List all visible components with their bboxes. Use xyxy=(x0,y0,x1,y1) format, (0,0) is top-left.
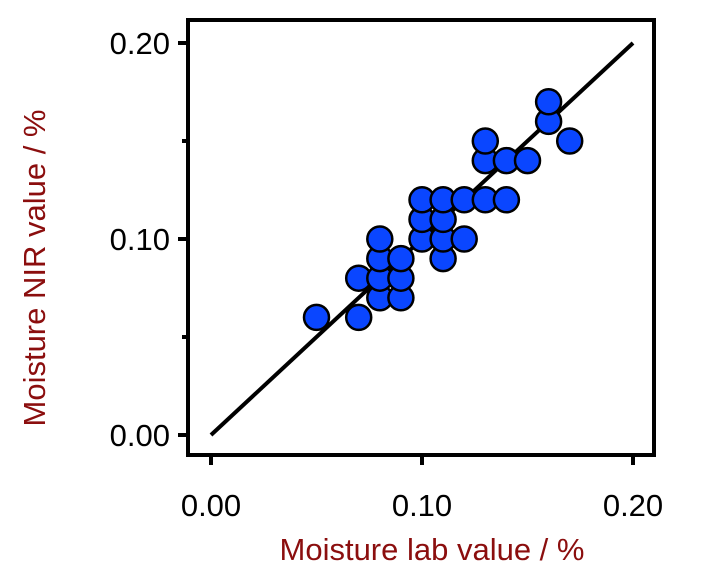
y-tick-label: 0.00 xyxy=(110,418,170,453)
data-point-10 xyxy=(387,244,415,273)
y-tick-label: 0.20 xyxy=(110,26,170,61)
x-tick-label: 0.20 xyxy=(603,488,663,523)
data-point-1 xyxy=(302,303,331,332)
data-point-23 xyxy=(492,186,521,214)
data-point-18 xyxy=(450,225,478,253)
data-point-2 xyxy=(344,303,373,332)
data-point-22 xyxy=(471,127,500,155)
data-point-25 xyxy=(513,146,542,175)
x-tick-label: 0.00 xyxy=(181,488,241,523)
data-point-28 xyxy=(555,127,584,155)
x-tick-label: 0.10 xyxy=(392,488,452,523)
data-points xyxy=(302,88,584,332)
y-axis-title: Moisture NIR value / % xyxy=(17,110,52,427)
data-point-7 xyxy=(366,225,394,253)
y-tick-label: 0.10 xyxy=(110,222,170,257)
x-axis-title: Moisture lab value / % xyxy=(280,532,585,567)
data-point-27 xyxy=(534,88,563,116)
axis-ticks: 0.00 0.10 0.20 0.00 0.10 0.20 xyxy=(110,26,664,523)
